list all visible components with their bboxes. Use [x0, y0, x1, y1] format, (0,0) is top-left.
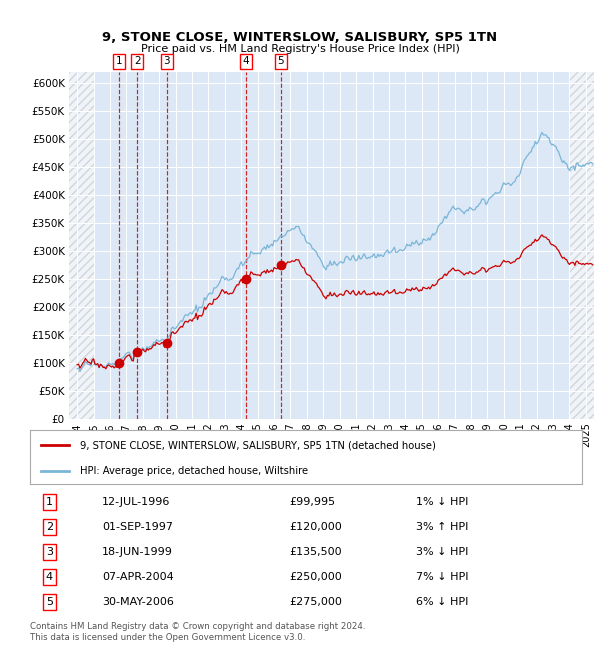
Text: 5: 5: [46, 597, 53, 606]
Text: Price paid vs. HM Land Registry's House Price Index (HPI): Price paid vs. HM Land Registry's House …: [140, 44, 460, 55]
Text: 5: 5: [277, 57, 284, 66]
Text: 2: 2: [46, 522, 53, 532]
Text: 4: 4: [242, 57, 249, 66]
Text: This data is licensed under the Open Government Licence v3.0.: This data is licensed under the Open Gov…: [30, 632, 305, 642]
Text: 3: 3: [163, 57, 170, 66]
Text: 4: 4: [46, 572, 53, 582]
Bar: [69, 72, 94, 419]
Text: 6% ↓ HPI: 6% ↓ HPI: [416, 597, 469, 606]
Text: 2: 2: [134, 57, 141, 66]
Text: 9, STONE CLOSE, WINTERSLOW, SALISBURY, SP5 1TN: 9, STONE CLOSE, WINTERSLOW, SALISBURY, S…: [103, 31, 497, 44]
Text: 3% ↑ HPI: 3% ↑ HPI: [416, 522, 469, 532]
Text: 7% ↓ HPI: 7% ↓ HPI: [416, 572, 469, 582]
Text: 3% ↓ HPI: 3% ↓ HPI: [416, 547, 469, 557]
Text: 9, STONE CLOSE, WINTERSLOW, SALISBURY, SP5 1TN (detached house): 9, STONE CLOSE, WINTERSLOW, SALISBURY, S…: [80, 441, 436, 450]
Text: £275,000: £275,000: [289, 597, 343, 606]
Text: 07-APR-2004: 07-APR-2004: [102, 572, 173, 582]
Text: £135,500: £135,500: [289, 547, 342, 557]
Text: 1: 1: [116, 57, 122, 66]
Bar: [569, 72, 594, 419]
Text: HPI: Average price, detached house, Wiltshire: HPI: Average price, detached house, Wilt…: [80, 466, 308, 476]
Text: £120,000: £120,000: [289, 522, 342, 532]
Text: 30-MAY-2006: 30-MAY-2006: [102, 597, 173, 606]
Text: £250,000: £250,000: [289, 572, 342, 582]
Text: 18-JUN-1999: 18-JUN-1999: [102, 547, 173, 557]
Text: 12-JUL-1996: 12-JUL-1996: [102, 497, 170, 507]
Text: 3: 3: [46, 547, 53, 557]
Text: Contains HM Land Registry data © Crown copyright and database right 2024.: Contains HM Land Registry data © Crown c…: [30, 621, 365, 630]
Text: 1: 1: [46, 497, 53, 507]
Text: £99,995: £99,995: [289, 497, 335, 507]
Text: 01-SEP-1997: 01-SEP-1997: [102, 522, 173, 532]
Text: 1% ↓ HPI: 1% ↓ HPI: [416, 497, 469, 507]
